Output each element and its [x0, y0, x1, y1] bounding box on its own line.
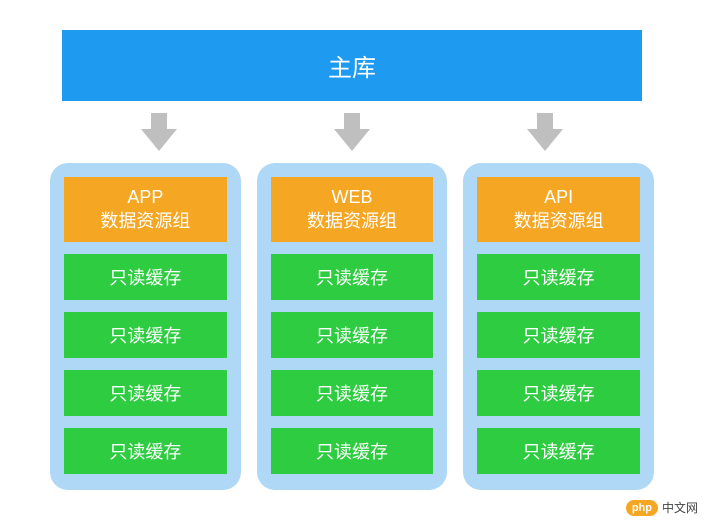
arrow-down-icon [334, 113, 370, 153]
resource-groups-row: APP 数据资源组 只读缓存 只读缓存 只读缓存 只读缓存 WEB 数据资源组 … [50, 163, 654, 490]
master-db-node: 主库 [62, 30, 642, 101]
readonly-cache-node: 只读缓存 [64, 370, 227, 416]
group-title-line1: APP [127, 187, 163, 207]
watermark: php 中文网 [626, 499, 698, 516]
arrow-down-icon [527, 113, 563, 153]
group-header: API 数据资源组 [477, 177, 640, 242]
group-title-line1: WEB [332, 187, 373, 207]
readonly-cache-node: 只读缓存 [477, 370, 640, 416]
group-title-line1: API [544, 187, 573, 207]
watermark-text: 中文网 [662, 499, 698, 516]
php-badge-icon: php [626, 500, 658, 516]
readonly-cache-node: 只读缓存 [64, 312, 227, 358]
group-title-line2: 数据资源组 [514, 211, 604, 231]
arrows-row [62, 113, 642, 153]
readonly-cache-node: 只读缓存 [271, 370, 434, 416]
readonly-cache-node: 只读缓存 [271, 312, 434, 358]
readonly-cache-node: 只读缓存 [271, 428, 434, 474]
group-header: WEB 数据资源组 [271, 177, 434, 242]
group-title-line2: 数据资源组 [307, 211, 397, 231]
group-title-line2: 数据资源组 [100, 211, 190, 231]
resource-group-api: API 数据资源组 只读缓存 只读缓存 只读缓存 只读缓存 [463, 163, 654, 490]
readonly-cache-node: 只读缓存 [64, 254, 227, 300]
readonly-cache-node: 只读缓存 [64, 428, 227, 474]
arrow-down-icon [141, 113, 177, 153]
readonly-cache-node: 只读缓存 [271, 254, 434, 300]
readonly-cache-node: 只读缓存 [477, 254, 640, 300]
readonly-cache-node: 只读缓存 [477, 312, 640, 358]
resource-group-app: APP 数据资源组 只读缓存 只读缓存 只读缓存 只读缓存 [50, 163, 241, 490]
readonly-cache-node: 只读缓存 [477, 428, 640, 474]
resource-group-web: WEB 数据资源组 只读缓存 只读缓存 只读缓存 只读缓存 [257, 163, 448, 490]
group-header: APP 数据资源组 [64, 177, 227, 242]
